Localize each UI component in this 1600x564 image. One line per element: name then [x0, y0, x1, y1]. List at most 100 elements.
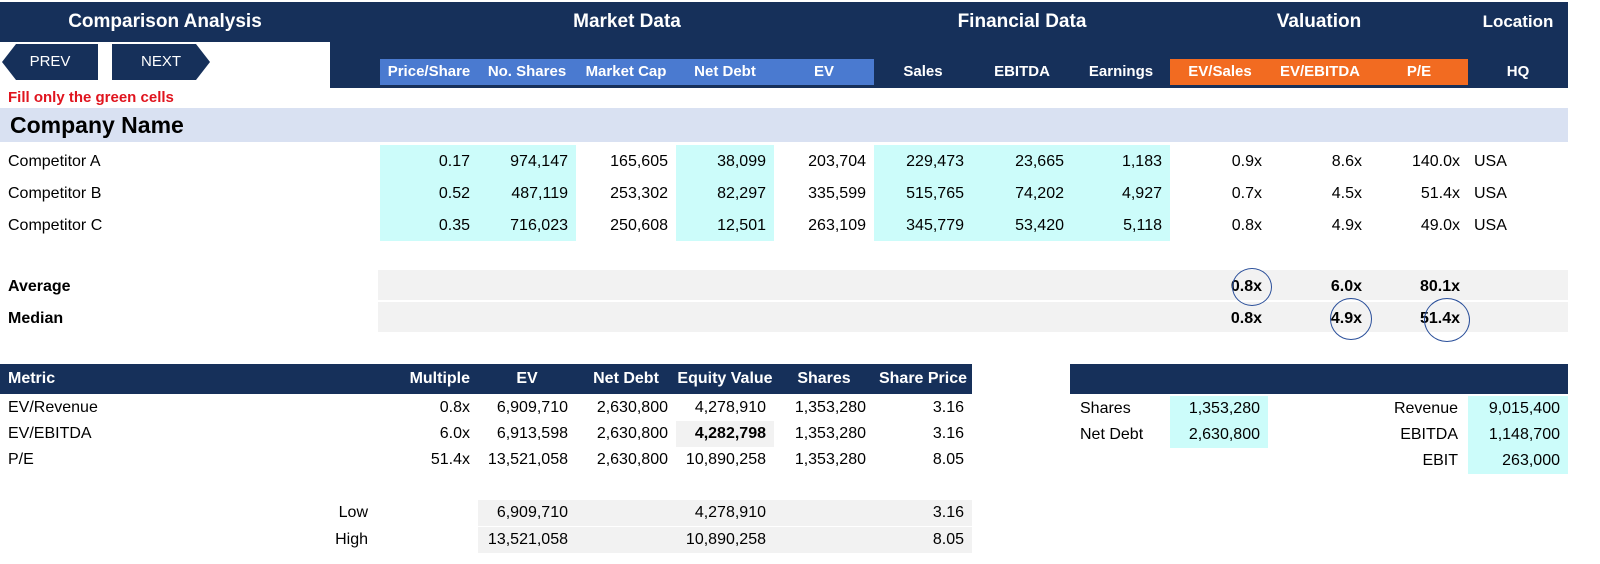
inputs-panel-header	[1070, 364, 1568, 394]
vt-multiple-cell: 6.0x	[439, 425, 470, 442]
input-ebit-field[interactable]: 263,000	[1468, 448, 1568, 474]
ev-ebitda-cell: 4.5x	[1331, 185, 1362, 202]
pe-cell: 51.4x	[1420, 185, 1460, 202]
average-pe: 80.1x	[1419, 278, 1460, 295]
instruction-text: Fill only the green cells	[8, 89, 174, 106]
vt-ev-cell: 6,909,710	[496, 399, 568, 416]
col-no-shares: No. Shares	[478, 59, 576, 85]
vt-equity-cell: 10,890,258	[685, 451, 766, 468]
sales-cell[interactable]: 345,779	[874, 209, 972, 241]
vt-net-debt-cell: 2,630,800	[596, 451, 668, 468]
vt-header-share-price: Share Price	[878, 370, 968, 387]
no-shares-cell[interactable]: 974,147	[478, 145, 576, 177]
market-cap-cell: 253,302	[610, 185, 668, 202]
vt-high-label: High	[335, 531, 368, 548]
vt-shares-cell: 1,353,280	[794, 425, 866, 442]
vt-metric-cell: EV/Revenue	[8, 399, 98, 416]
input-net-debt-label: Net Debt	[1080, 426, 1144, 443]
pe-cell: 49.0x	[1420, 217, 1460, 234]
competitor-name: Competitor B	[8, 185, 102, 202]
vt-header-multiple: Multiple	[409, 370, 470, 387]
vt-multiple-cell: 51.4x	[430, 451, 470, 468]
net-debt-cell[interactable]: 82,297	[676, 177, 774, 209]
vt-ev-cell: 13,521,058	[487, 451, 568, 468]
valuation-table-header	[0, 364, 972, 394]
sales-cell[interactable]: 229,473	[874, 145, 972, 177]
vt-low-band	[478, 500, 972, 526]
col-sales: Sales	[874, 59, 972, 85]
vt-net-debt-cell: 2,630,800	[596, 399, 668, 416]
earnings-cell[interactable]: 5,118	[1072, 209, 1170, 241]
group-location: Location	[1482, 12, 1554, 31]
price-share-cell[interactable]: 0.17	[380, 145, 478, 177]
ev-sales-cell: 0.8x	[1231, 217, 1262, 234]
no-shares-cell[interactable]: 716,023	[478, 209, 576, 241]
vt-header-net-debt: Net Debt	[593, 370, 659, 387]
vt-high-equity: 10,890,258	[685, 531, 766, 548]
next-button[interactable]: NEXT	[112, 44, 210, 80]
col-earnings: Earnings	[1072, 59, 1170, 85]
vt-low-ev: 6,909,710	[496, 504, 568, 521]
pe-cell: 140.0x	[1411, 153, 1460, 170]
vt-high-band	[478, 527, 972, 553]
col-market-cap: Market Cap	[576, 59, 676, 85]
input-ebitda-label: EBITDA	[1400, 426, 1458, 443]
vt-header-metric: Metric	[8, 370, 56, 387]
vt-shares-cell: 1,353,280	[794, 399, 866, 416]
hq-cell: USA	[1474, 217, 1507, 234]
ebitda-cell[interactable]: 53,420	[972, 209, 1072, 241]
vt-low-equity: 4,278,910	[694, 504, 766, 521]
input-revenue-label: Revenue	[1393, 400, 1458, 417]
sales-cell[interactable]: 515,765	[874, 177, 972, 209]
vt-multiple-cell: 0.8x	[439, 399, 470, 416]
net-debt-cell[interactable]: 12,501	[676, 209, 774, 241]
ebitda-cell[interactable]: 23,665	[972, 145, 1072, 177]
ev-sales-cell: 0.9x	[1231, 153, 1262, 170]
col-ev-ebitda: EV/EBITDA	[1270, 59, 1370, 85]
median-label: Median	[8, 310, 64, 327]
no-shares-cell[interactable]: 487,119	[478, 177, 576, 209]
hq-cell: USA	[1474, 185, 1507, 202]
price-share-cell[interactable]: 0.52	[380, 177, 478, 209]
net-debt-cell[interactable]: 38,099	[676, 145, 774, 177]
vt-low-price: 3.16	[932, 504, 964, 521]
vt-high-ev: 13,521,058	[487, 531, 568, 548]
input-shares-field[interactable]: 1,353,280	[1170, 396, 1268, 422]
col-price-share: Price/Share	[380, 59, 478, 85]
prev-button[interactable]: PREV	[2, 44, 98, 80]
vt-metric-cell: EV/EBITDA	[8, 425, 92, 442]
vt-share-price-cell: 3.16	[932, 399, 964, 416]
col-ev: EV	[774, 59, 874, 85]
input-shares-label: Shares	[1080, 400, 1131, 417]
input-ebitda-field[interactable]: 1,148,700	[1468, 422, 1568, 448]
vt-shares-cell: 1,353,280	[794, 451, 866, 468]
competitor-name: Competitor C	[8, 217, 103, 234]
prev-button-label: PREV	[29, 53, 71, 70]
col-net-debt: Net Debt	[676, 59, 774, 85]
group-valuation: Valuation	[1276, 11, 1362, 32]
page-title: Comparison Analysis	[68, 11, 262, 32]
ev-sales-cell: 0.7x	[1231, 185, 1262, 202]
selected-pe-circle	[1424, 298, 1470, 342]
ebitda-cell[interactable]: 74,202	[972, 177, 1072, 209]
selected-ev-ebitda-circle	[1330, 298, 1372, 340]
earnings-cell[interactable]: 1,183	[1072, 145, 1170, 177]
vt-equity-cell: 4,278,910	[694, 399, 766, 416]
price-share-cell[interactable]: 0.35	[380, 209, 478, 241]
vt-net-debt-cell: 2,630,800	[596, 425, 668, 442]
vt-high-price: 8.05	[932, 531, 964, 548]
hq-cell: USA	[1474, 153, 1507, 170]
vt-low-label: Low	[338, 504, 368, 521]
company-name-band	[0, 108, 1568, 142]
input-net-debt-field[interactable]: 2,630,800	[1170, 422, 1268, 448]
input-revenue-field[interactable]: 9,015,400	[1468, 396, 1568, 422]
earnings-cell[interactable]: 4,927	[1072, 177, 1170, 209]
col-ev-sales: EV/Sales	[1170, 59, 1270, 85]
ev-ebitda-cell: 4.9x	[1331, 217, 1362, 234]
competitor-name: Competitor A	[8, 153, 101, 170]
ev-ebitda-cell: 8.6x	[1331, 153, 1362, 170]
col-ebitda: EBITDA	[972, 59, 1072, 85]
company-name-header: Company Name	[10, 112, 184, 138]
average-ev-ebitda: 6.0x	[1330, 278, 1362, 295]
selected-ev-sales-circle	[1232, 268, 1272, 306]
